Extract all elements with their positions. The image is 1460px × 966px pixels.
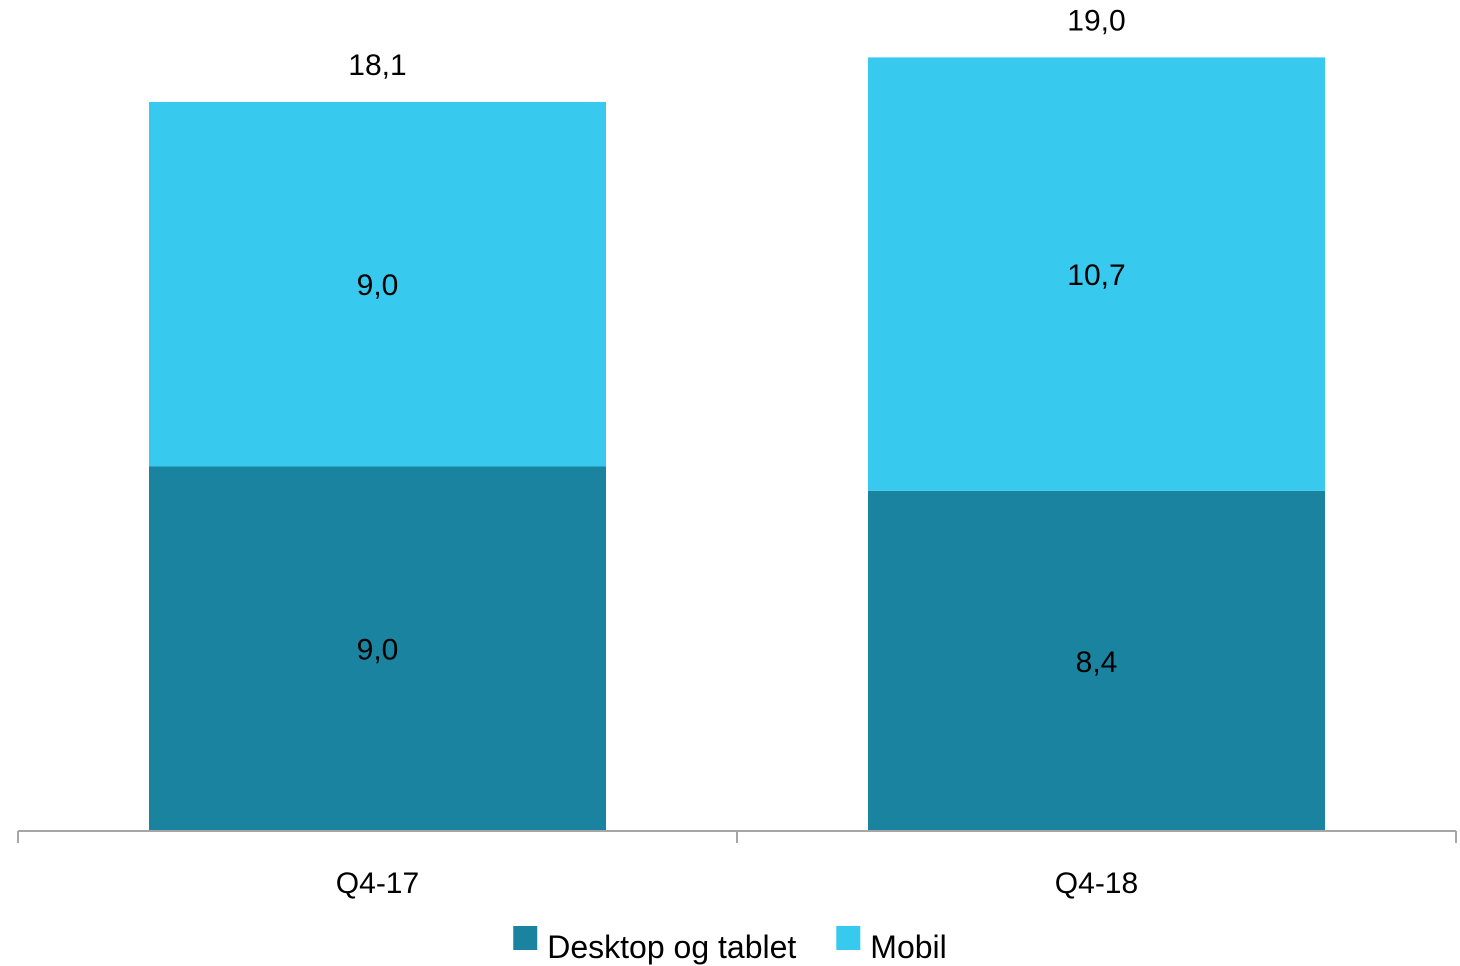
bar-segment-desktop-2 <box>868 490 1325 831</box>
x-axis: Q4-17 Q4-18 <box>17 830 1457 900</box>
data-label-desktop-2: 8,4 <box>1076 646 1118 679</box>
data-label-mobil-2: 10,7 <box>1067 259 1125 292</box>
x-tick-label-1: Q4-17 <box>336 867 419 900</box>
legend: Desktop og tablet Mobil <box>513 926 947 965</box>
legend-label-desktop: Desktop og tablet <box>547 929 796 965</box>
plot-area: 9,0 9,0 18,1 8,4 10,7 19,0 <box>149 4 1325 831</box>
total-label-2: 19,0 <box>1067 4 1125 37</box>
legend-swatch-mobil <box>836 926 861 950</box>
bar-segment-desktop-1 <box>149 466 606 831</box>
bar-segment-mobil-2 <box>868 57 1325 491</box>
legend-swatch-desktop <box>513 926 538 950</box>
legend-label-mobil: Mobil <box>870 929 946 965</box>
data-label-mobil-1: 9,0 <box>357 269 399 302</box>
total-label-1: 18,1 <box>348 49 406 82</box>
data-label-desktop-1: 9,0 <box>357 634 399 667</box>
bar-segment-mobil-1 <box>149 101 606 467</box>
x-tick-label-2: Q4-18 <box>1055 867 1138 900</box>
